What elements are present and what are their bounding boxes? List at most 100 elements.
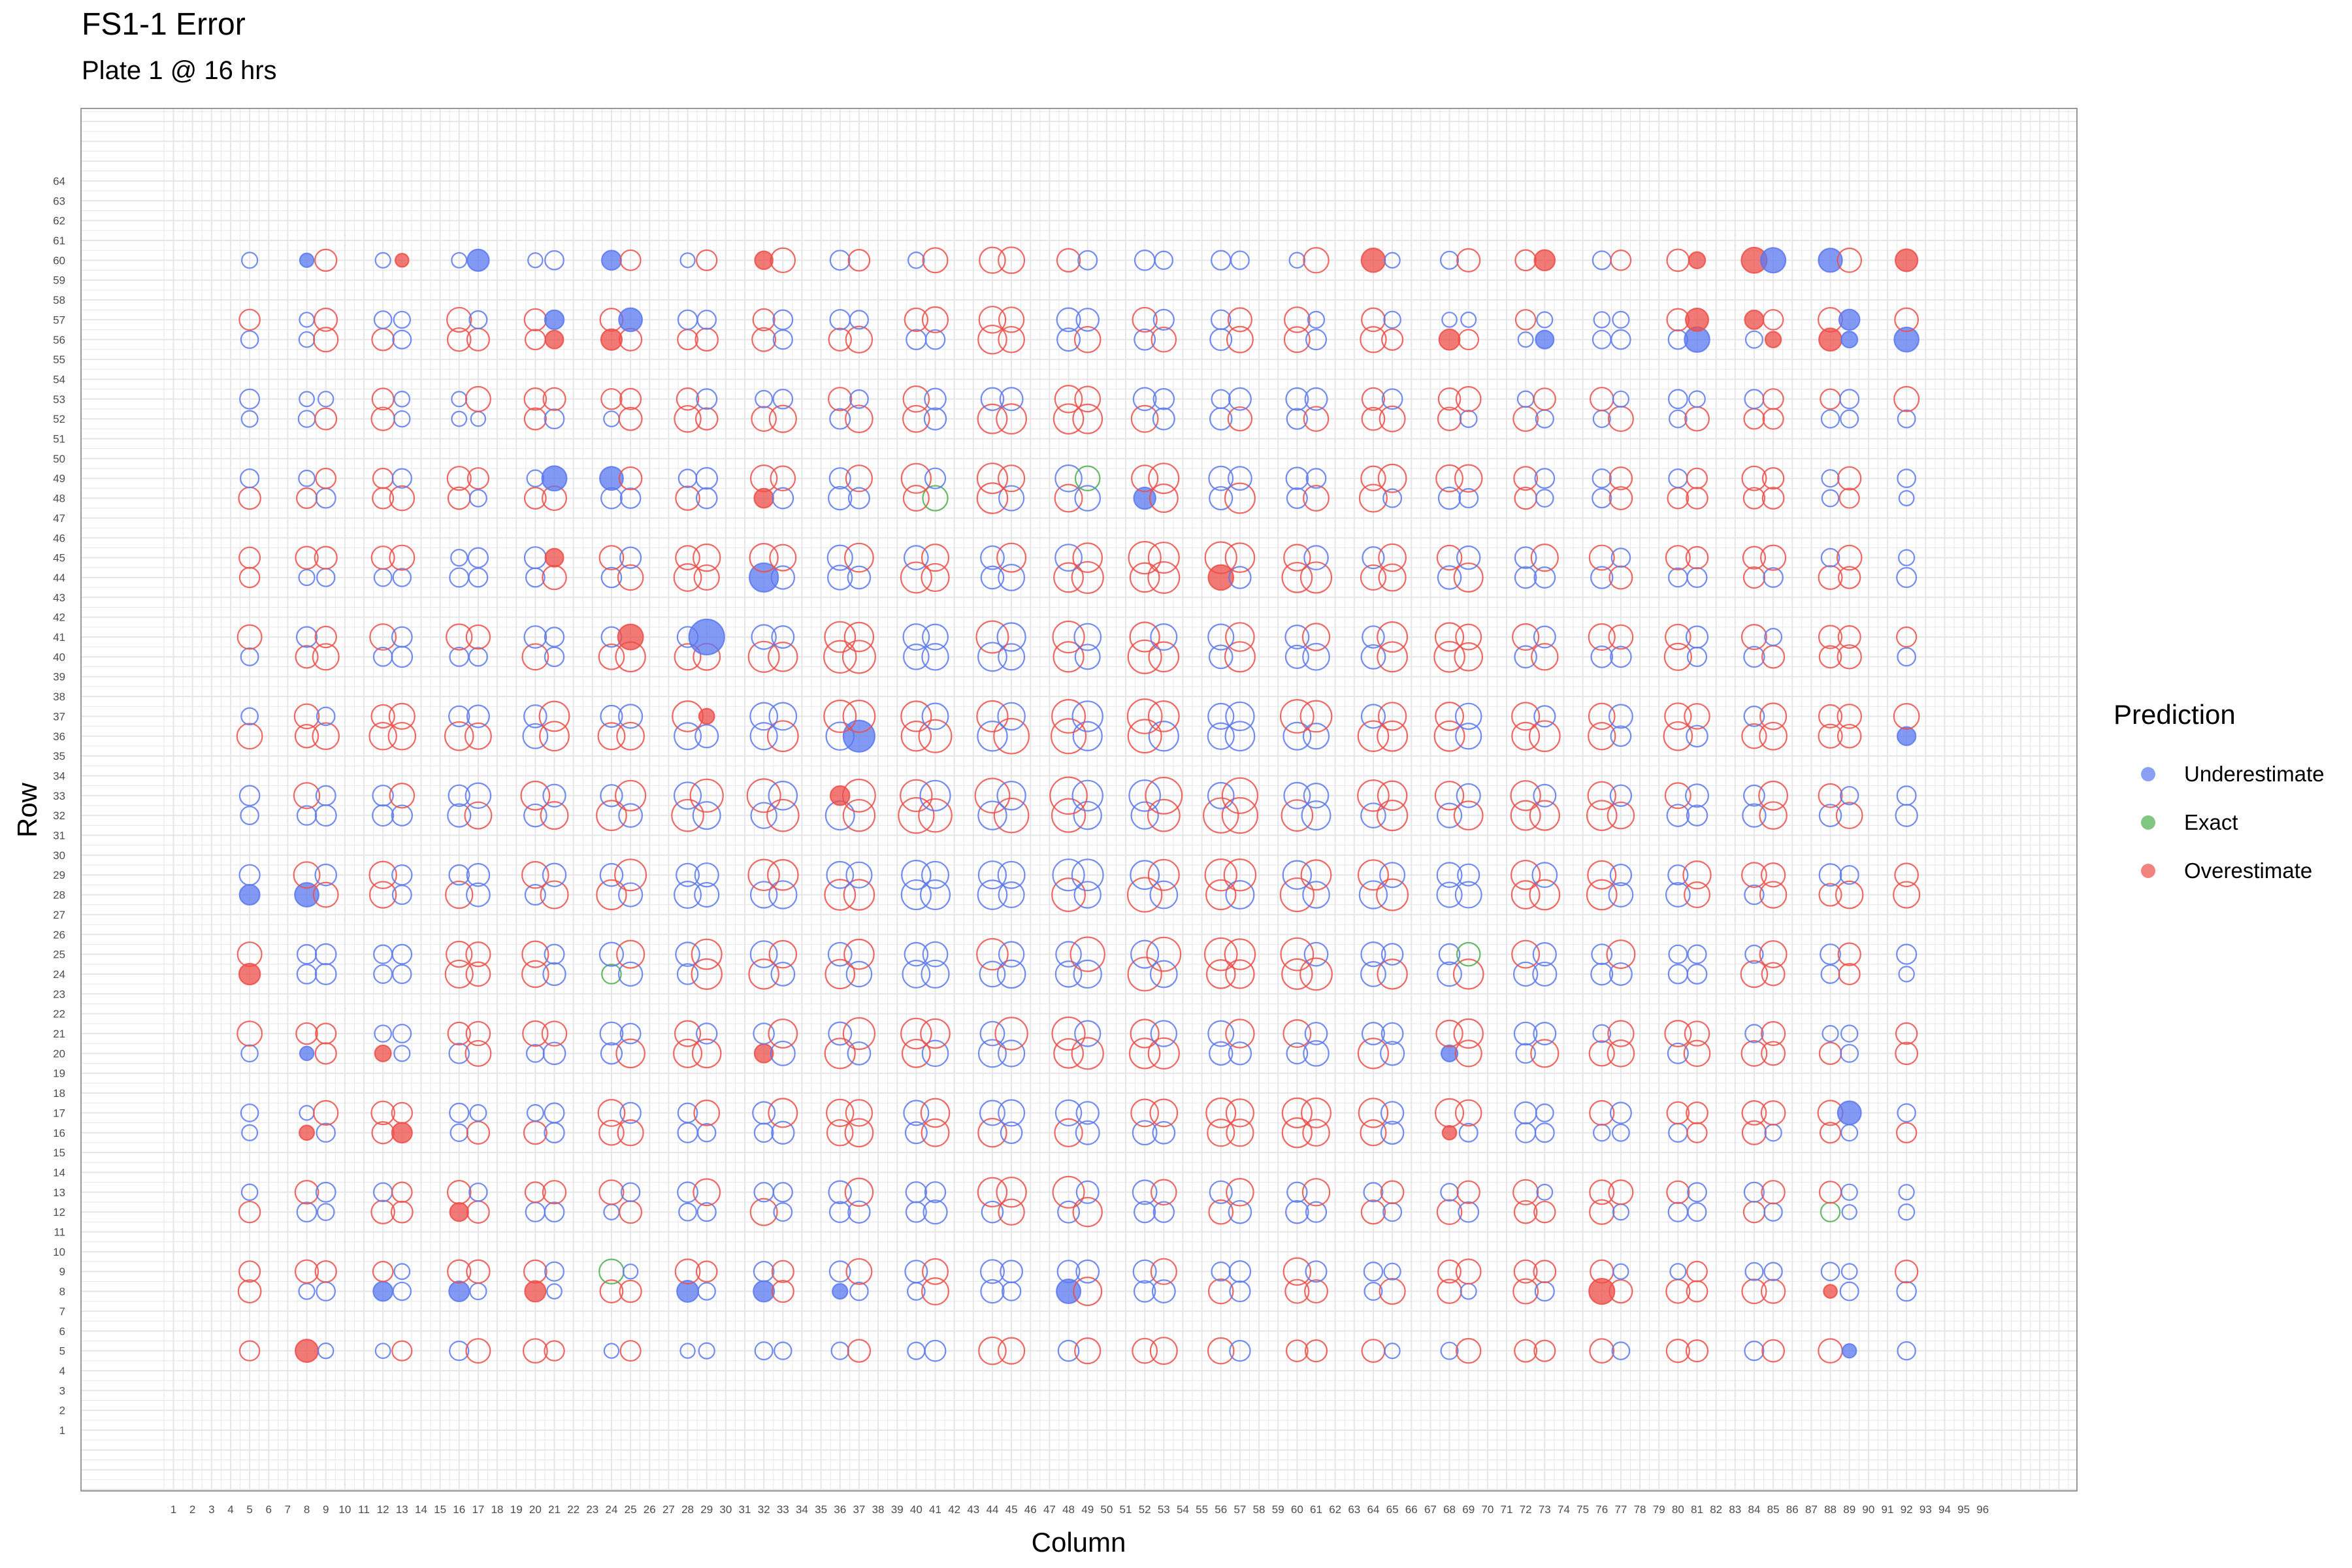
data-point-overestimate — [540, 880, 569, 909]
data-point-overestimate — [523, 407, 547, 431]
legend-item-underestimate: Underestimate — [2114, 750, 2325, 798]
data-point-overestimate — [766, 798, 800, 832]
data-point-overestimate — [394, 253, 410, 268]
data-point-overestimate — [600, 388, 623, 410]
data-point-underestimate — [1057, 1339, 1080, 1362]
data-point-overestimate — [464, 722, 492, 750]
data-point-overestimate — [1454, 464, 1483, 493]
data-point-overestimate — [314, 1042, 337, 1065]
data-point-overestimate — [370, 1100, 395, 1126]
data-point-overestimate — [614, 858, 647, 892]
data-points — [236, 246, 1921, 1365]
data-point-overestimate — [293, 703, 320, 730]
data-point-overestimate — [314, 1260, 337, 1283]
data-point-underestimate — [1535, 1103, 1554, 1122]
data-point-underestimate — [1667, 389, 1688, 410]
data-point-overestimate — [976, 700, 1009, 733]
data-point-overestimate — [521, 643, 549, 671]
data-point-overestimate — [389, 485, 416, 512]
data-point-underestimate — [544, 1261, 564, 1282]
data-point-overestimate — [1433, 641, 1465, 673]
x-tick-label: 16 — [453, 1503, 465, 1516]
data-point-underestimate — [924, 329, 946, 350]
data-point-overestimate — [1741, 1100, 1767, 1126]
data-point-overestimate — [1819, 1122, 1842, 1144]
data-point-underestimate — [1379, 862, 1406, 889]
data-point-overestimate — [1453, 562, 1484, 593]
data-point-overestimate — [1377, 641, 1409, 673]
x-tick-label: 5 — [246, 1503, 252, 1516]
y-tick-label: 20 — [53, 1047, 65, 1060]
data-point-underestimate — [1383, 1262, 1401, 1281]
data-point-overestimate — [1512, 623, 1540, 651]
data-point-underestimate — [598, 941, 625, 967]
data-point-underestimate — [749, 940, 778, 968]
data-point-overestimate — [1225, 622, 1255, 652]
data-point-overestimate — [1761, 1339, 1786, 1363]
data-point-overestimate — [1665, 545, 1691, 571]
y-tick-label: 30 — [53, 849, 65, 862]
data-point-underestimate — [241, 252, 259, 269]
data-point-underestimate — [1362, 546, 1385, 570]
data-point-underestimate — [1841, 1203, 1857, 1220]
data-point-underestimate — [468, 310, 488, 329]
data-point-underestimate — [1305, 329, 1327, 351]
data-point-overestimate — [1303, 247, 1330, 274]
x-tick-label: 61 — [1310, 1503, 1322, 1516]
data-point-underestimate — [1896, 1281, 1917, 1302]
data-point-overestimate — [1453, 1018, 1484, 1049]
x-tick-label: 70 — [1481, 1503, 1494, 1516]
data-point-underestimate — [774, 1341, 792, 1360]
data-point-overestimate — [1203, 937, 1238, 972]
data-point-underestimate — [770, 1040, 796, 1066]
data-point-overestimate — [313, 1100, 339, 1126]
data-point-underestimate — [924, 387, 947, 411]
data-point-underestimate — [1612, 310, 1630, 329]
data-point-overestimate — [1688, 251, 1707, 270]
data-point-overestimate — [1204, 858, 1237, 892]
x-tick-label: 6 — [266, 1503, 272, 1516]
data-point-overestimate — [313, 327, 339, 353]
data-point-underestimate — [679, 1343, 696, 1359]
y-tick-label: 31 — [53, 830, 65, 842]
data-point-overestimate — [674, 1020, 702, 1047]
y-tick-label: 40 — [53, 651, 65, 663]
data-point-overestimate — [446, 1180, 472, 1205]
data-point-overestimate — [823, 699, 857, 733]
data-point-underestimate — [1305, 1201, 1328, 1223]
data-point-underestimate — [1743, 645, 1765, 668]
data-point-overestimate — [314, 407, 338, 431]
data-point-overestimate — [1740, 623, 1767, 650]
data-point-overestimate — [1666, 1180, 1690, 1204]
data-point-overestimate — [769, 544, 797, 572]
data-point-overestimate — [1586, 800, 1618, 831]
data-point-underestimate — [1132, 387, 1157, 412]
y-tick-label: 44 — [53, 572, 65, 584]
data-point-underestimate — [921, 860, 949, 889]
data-point-underestimate — [1896, 785, 1917, 806]
data-point-overestimate — [1377, 800, 1409, 832]
data-point-overestimate — [1818, 564, 1843, 590]
data-point-overestimate — [1360, 248, 1386, 273]
x-tick-label: 63 — [1348, 1503, 1360, 1516]
data-point-underestimate — [374, 1024, 392, 1043]
data-point-overestimate — [1608, 1179, 1634, 1205]
y-tick-label: 51 — [53, 433, 65, 446]
data-point-underestimate — [847, 565, 872, 590]
x-tick-label: 37 — [853, 1503, 865, 1516]
data-point-underestimate — [393, 390, 411, 408]
data-point-underestimate — [1285, 387, 1309, 411]
y-tick-label: 8 — [59, 1286, 65, 1298]
data-point-overestimate — [921, 1118, 950, 1147]
data-point-underestimate — [1840, 1263, 1858, 1281]
data-point-underestimate — [1224, 721, 1256, 752]
data-point-overestimate — [238, 962, 261, 986]
data-point-overestimate — [524, 1280, 547, 1303]
data-point-underestimate — [544, 408, 565, 430]
data-point-overestimate — [315, 1022, 337, 1045]
data-point-overestimate — [370, 704, 395, 729]
data-point-underestimate — [1364, 1282, 1383, 1301]
data-point-underestimate — [1898, 1203, 1916, 1221]
x-tick-label: 46 — [1024, 1503, 1037, 1516]
data-point-overestimate — [293, 782, 321, 809]
